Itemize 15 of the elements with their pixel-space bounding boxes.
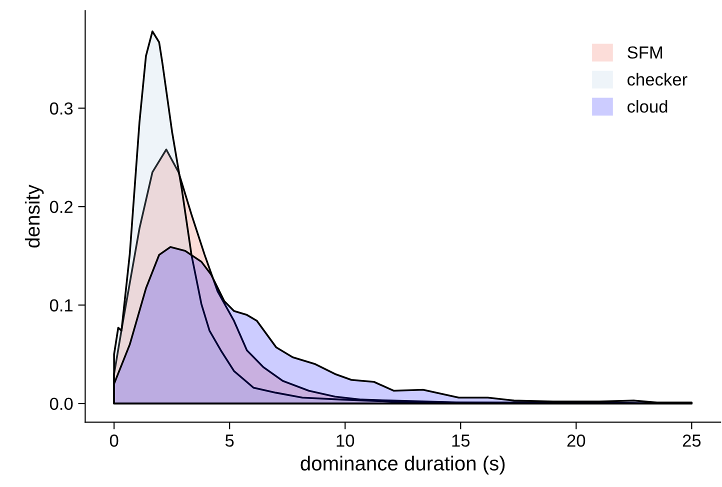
legend-label: cloud bbox=[628, 100, 668, 113]
x-tick-label: 10 bbox=[336, 434, 354, 447]
y-tick-label: 0.1 bbox=[50, 299, 73, 312]
x-tick-label: 5 bbox=[225, 434, 234, 447]
y-tick-label: 0.2 bbox=[50, 200, 73, 214]
x-tick-label: 20 bbox=[567, 434, 586, 447]
legend-label: checker bbox=[628, 72, 688, 86]
x-tick-label: 0 bbox=[110, 434, 118, 447]
y-tick-label: 0.3 bbox=[50, 102, 73, 115]
x-tick-label: 15 bbox=[452, 434, 470, 447]
y-tick-label: 0.0 bbox=[50, 398, 73, 410]
y-axis-title: density bbox=[24, 184, 44, 248]
x-axis-title: dominance duration (s) bbox=[300, 456, 505, 475]
x-tick-label: 25 bbox=[682, 434, 701, 447]
legend-label: SFM bbox=[628, 46, 662, 59]
